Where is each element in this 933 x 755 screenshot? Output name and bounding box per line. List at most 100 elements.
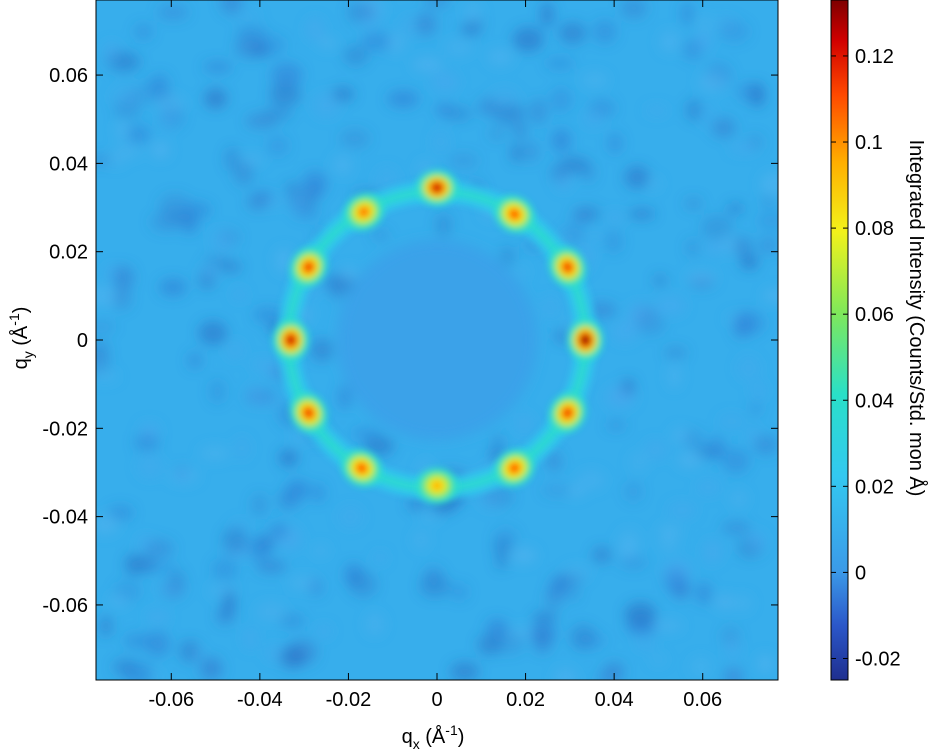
noise-blob [636,313,666,336]
colorbar: 0.12 0.1 0.08 0.06 0.04 0.02 0 -0.02 Integrated… [830,0,928,681]
noise-blob [361,32,393,52]
noise-blob [740,253,759,270]
y-tick-label: 0.04 [49,153,88,175]
noise-blob [308,578,324,597]
plot-area [96,0,778,680]
noise-blob [591,546,613,564]
x-axis-ticks: -0.06 -0.04 -0.02 0 0.02 0.04 0.06 [148,0,722,711]
noise-blob [110,85,142,109]
y-axis-ticks: 0.06 0.04 0.02 0 -0.02 -0.04 -0.06 [42,65,778,617]
noise-blob [577,470,606,491]
noise-blob [722,448,750,474]
noise-blob [720,234,738,254]
noise-blob [124,553,144,576]
noise-blob [513,122,527,139]
noise-blob [588,301,617,319]
noise-blob [134,23,153,40]
noise-blob [270,62,303,88]
noise-blob [495,552,508,570]
noise-blob [664,568,688,594]
noise-blob [412,530,429,550]
noise-blob [387,32,406,54]
noise-blob [269,82,301,107]
noise-blob [682,39,703,61]
noise-blob [478,98,498,116]
noise-blob [645,105,669,116]
noise-blob [698,72,727,92]
noise-blob [718,413,745,430]
y-tick-label: 0 [77,330,88,352]
noise-blob [290,188,308,215]
x-tick-label: 0.02 [506,689,545,711]
noise-blob [524,140,539,163]
noise-blob [419,574,451,598]
bragg-peak-layer [563,262,573,272]
bragg-peak [548,246,587,288]
noise-blob [477,634,503,656]
y-axis-label-sub: y [20,351,36,358]
y-tick-label: -0.06 [42,595,88,617]
colorbar-tick-label: 0.1 [855,132,883,154]
noise-blob [435,213,452,237]
noise-blob [583,110,604,128]
noise-blob [113,52,142,72]
noise-blob [619,555,648,570]
noise-blob [256,34,286,56]
noise-blob [108,595,128,607]
y-axis-label: qy (Å-1) [6,307,36,370]
noise-blob [654,295,687,316]
noise-blob [760,172,778,197]
noise-blob [233,10,261,21]
noise-blob [581,72,609,88]
x-axis-label: qx (Å-1) [402,722,465,752]
noise-blob [652,620,683,632]
noise-blob [236,25,268,42]
noise-blob [310,338,334,362]
noise-blob [562,564,592,581]
noise-blob [337,505,364,529]
colorbar-tick-label: 0 [855,562,866,584]
colorbar-tick-label: 0.04 [855,390,894,412]
x-axis-label-main: q [402,726,413,748]
noise-blob [540,1,554,28]
noise-blob [434,103,454,117]
noise-blob [337,385,352,410]
noise-blob [247,193,269,211]
noise-blob [684,197,703,210]
colorbar-frame [830,0,849,681]
noise-blob [203,61,233,73]
noise-blob [681,1,694,26]
noise-blob [144,79,162,92]
noise-blob [190,645,204,662]
noise-blob [551,573,571,589]
noise-blob [558,22,587,44]
noise-blob [668,363,681,389]
noise-blob [727,202,744,215]
bragg-peak-layer [286,335,296,345]
noise-blob [431,71,459,93]
bragg-peak [272,319,309,361]
bragg-peak-layer [509,463,520,473]
noise-blob [259,395,282,408]
bragg-peak [289,392,328,434]
noise-blob [704,239,724,256]
noise-blob [592,19,617,44]
noise-blob [747,530,766,553]
y-axis-label-unit-close: ) [10,307,32,314]
bragg-peak-layer [509,209,520,219]
noise-blob [757,236,778,255]
noise-blob [187,352,203,369]
y-axis-label-main: q [10,358,32,369]
noise-blob [311,544,330,557]
noise-blob [736,355,761,381]
noise-blob [749,400,763,417]
x-tick-label: 0 [431,689,442,711]
noise-blob [109,153,124,167]
noise-blob [751,381,766,400]
noise-blob [318,37,337,49]
noise-blob [650,653,667,666]
noise-blob [607,132,623,155]
noise-blob [400,15,420,39]
noise-blob [168,467,200,485]
bragg-peak-layer [580,335,590,345]
